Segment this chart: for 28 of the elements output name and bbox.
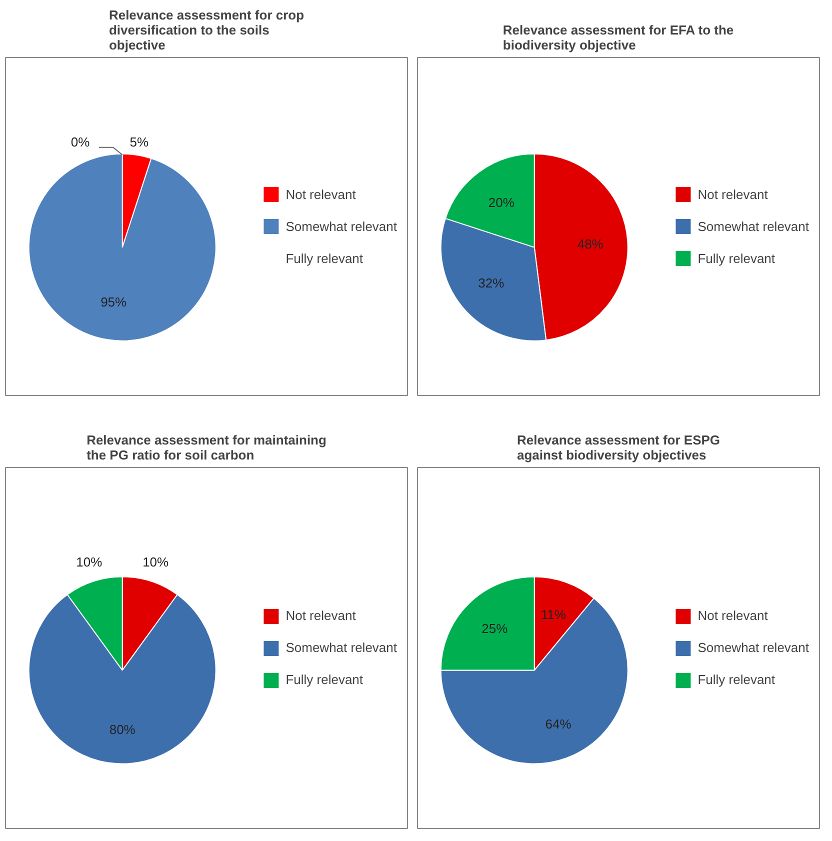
legend-label: Not relevant <box>286 608 356 623</box>
chart-title: Relevance assessment for crop diversification to the soils objective <box>108 8 304 52</box>
legend-label: Somewhat relevant <box>286 640 397 655</box>
legend-label: Not relevant <box>698 608 768 623</box>
chart-title: Relevance assessment for ESPG against biodiversity objectives <box>516 432 720 462</box>
legend-label: Somewhat relevant <box>286 218 397 234</box>
chart-title: Relevance assessment for maintaining the PG ratio for soil carbon <box>86 432 326 462</box>
legend-label: Fully relevant <box>286 672 364 687</box>
legend-label: Somewhat relevant <box>698 218 809 234</box>
category-label: Fully relevant <box>286 250 364 266</box>
legend-label: Somewhat relevant <box>698 640 809 655</box>
legend-label: Fully relevant <box>698 250 776 266</box>
legend-label: Not relevant <box>286 186 356 202</box>
data-label: 95% <box>100 294 128 310</box>
legend-label: Fully relevant <box>698 672 776 687</box>
data-label: 5% <box>130 134 150 150</box>
data-label: 25% <box>482 620 508 636</box>
data-label: 11% <box>540 606 566 622</box>
data-label: 64% <box>545 716 572 732</box>
data-label: 10% <box>76 554 103 570</box>
data-label: 80% <box>109 722 136 738</box>
legend-label: Not relevant <box>698 186 768 202</box>
data-label: 32% <box>478 275 505 290</box>
data-label: 48% <box>577 236 604 252</box>
data-label: 20% <box>488 194 515 210</box>
data-label: 10% <box>142 554 170 570</box>
chart-title: Relevance assessment for EFA to the biodiversity objective <box>502 22 734 52</box>
text: 0% <box>70 134 90 150</box>
